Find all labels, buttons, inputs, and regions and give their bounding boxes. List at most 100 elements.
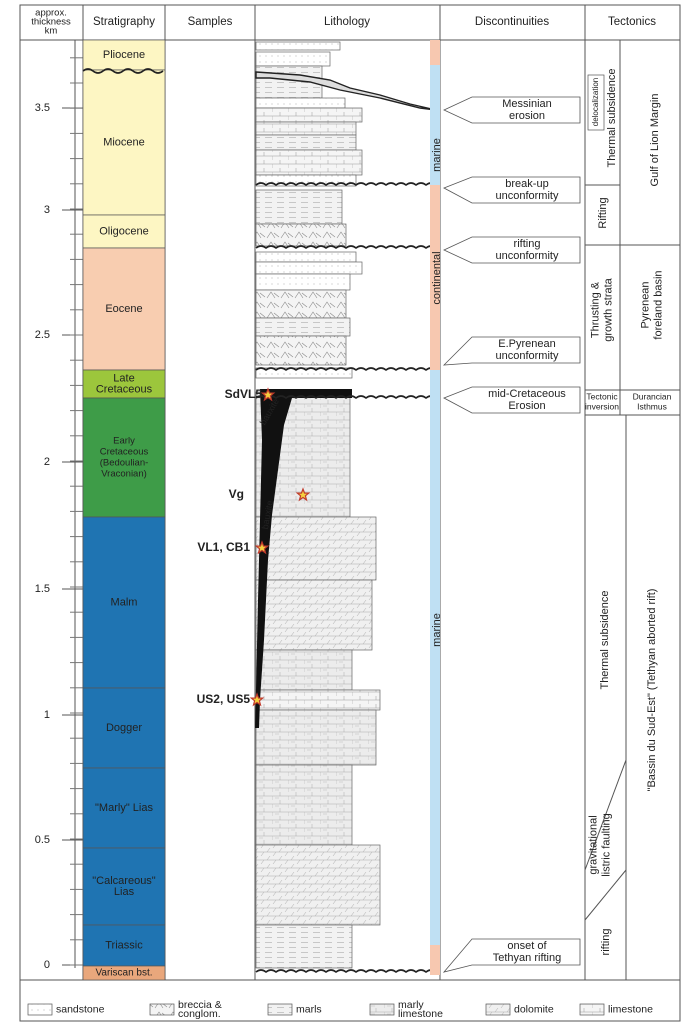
tectonic-label: Isthmus	[637, 401, 667, 411]
header-thickness: km	[45, 26, 58, 37]
stratigraphy-label: Early	[113, 436, 135, 447]
lithology-bed	[256, 925, 352, 968]
tectonic-label: rifting	[600, 929, 612, 956]
stratigraphy-label: Miocene	[103, 136, 145, 148]
lithology-bed	[256, 262, 362, 274]
legend-label: conglom.	[178, 1008, 221, 1020]
lithology-bed	[256, 845, 380, 925]
discontinuity-label: unconformity	[496, 350, 559, 362]
discontinuity-label: onset of	[507, 940, 547, 952]
axis-tick-label: 1	[44, 709, 50, 721]
sample-label: Vg	[229, 487, 244, 501]
legend-swatch	[370, 1004, 394, 1015]
lithology-bed	[256, 42, 340, 50]
axis-tick-label: 3	[44, 204, 50, 216]
lithology-bed	[256, 690, 380, 710]
legend-label: marls	[296, 1003, 322, 1015]
discontinuity-label: mid-Cretaceous	[488, 388, 566, 400]
sample-label: SdVL5	[225, 387, 263, 401]
legend-label: limestone	[398, 1008, 443, 1020]
lithology-bed	[256, 517, 376, 580]
lithology-bed	[256, 98, 345, 108]
discontinuity-label: E.Pyrenean	[498, 338, 555, 350]
tectonic-label: Rifting	[597, 197, 609, 228]
tectonic-label: Durancian	[633, 391, 672, 401]
tectonic-label: inversion	[585, 401, 619, 411]
axis-tick-label: 3.5	[35, 102, 50, 114]
discontinuity-label: Messinian	[502, 98, 552, 110]
column-header: Stratigraphy	[93, 16, 155, 28]
lithology-bed	[256, 580, 372, 650]
discontinuity-label: break-up	[505, 178, 548, 190]
tectonic-label: foreland basin	[652, 270, 664, 339]
lithology-bed	[256, 318, 350, 336]
sample-label: VL1, CB1	[197, 540, 250, 554]
lithology-bed	[256, 52, 330, 66]
discontinuity-label: erosion	[509, 110, 545, 122]
legend-swatch	[486, 1004, 510, 1015]
legend-swatch	[28, 1004, 52, 1015]
lithology-bed	[256, 224, 346, 246]
environment-band	[430, 40, 440, 65]
legend-swatch	[268, 1004, 292, 1015]
legend-swatch	[150, 1004, 174, 1015]
tectonic-label: listric faulting	[600, 813, 612, 877]
axis-tick-label: 1.5	[35, 583, 50, 595]
stratigraphy-label: Variscan bst.	[95, 968, 152, 979]
stratigraphy-label: Dogger	[106, 722, 142, 734]
column-header: Tectonics	[608, 16, 656, 28]
tectonic-label: gravitational	[587, 815, 599, 874]
legend-label: limestone	[608, 1003, 653, 1015]
lithology-bed	[256, 150, 362, 175]
discontinuity-label: unconformity	[496, 250, 559, 262]
stratigraphy-label: Lias	[114, 886, 135, 898]
lithology-bed	[256, 710, 376, 765]
stratigraphy-label: "Marly" Lias	[95, 802, 153, 814]
column-header: Lithology	[324, 16, 370, 28]
lithology-bed	[256, 274, 350, 290]
tectonic-label: Pyrenean	[639, 281, 651, 328]
legend-label: sandstone	[56, 1003, 105, 1015]
environment-band	[430, 370, 440, 945]
axis-tick-label: 0	[44, 959, 50, 971]
tectonic-label: Thrusting &	[589, 281, 601, 338]
tectonic-label: Tectonic	[586, 391, 618, 401]
lithology-bed	[256, 650, 352, 690]
stratigraphy-label: Vraconian)	[101, 469, 147, 480]
axis-tick-label: 2.5	[35, 329, 50, 341]
tectonic-label: Thermal subsidence	[606, 68, 618, 167]
sample-label: US2, US5	[197, 692, 251, 706]
legend-label: dolomite	[514, 1003, 554, 1015]
discontinuity-label: Tethyan rifting	[493, 952, 561, 964]
tectonic-label: Thermal subsidence	[599, 590, 611, 689]
stratigraphy-label: Malm	[111, 596, 138, 608]
lithology-bed	[256, 135, 356, 150]
environment-label: continental	[431, 251, 443, 304]
stratigraphy-label: Cretaceous	[100, 447, 149, 458]
tectonic-label: "Bassin du Sud-Est" (Tethyan aborted rif…	[646, 589, 658, 792]
stratigraphy-label: Triassic	[105, 939, 143, 951]
stratigraphy-label: Oligocene	[99, 225, 149, 237]
environment-band	[430, 945, 440, 975]
lithology-bed	[256, 336, 346, 365]
axis-tick-label: 2	[44, 456, 50, 468]
stratigraphy-label: (Bedoulian-	[100, 458, 149, 469]
lithology-bed	[256, 290, 346, 318]
column-header: Samples	[188, 16, 233, 28]
legend-swatch	[580, 1004, 604, 1015]
stratigraphy-label: Eocene	[105, 303, 142, 315]
lithology-bed	[256, 252, 356, 262]
lithology-bed	[256, 190, 342, 224]
column-header: Discontinuities	[475, 16, 549, 28]
stratigraphy-label: Cretaceous	[96, 383, 153, 395]
lithology-bed	[256, 765, 352, 845]
lithology-bed	[256, 122, 356, 135]
discontinuity-label: rifting	[514, 238, 541, 250]
discontinuity-label: unconformity	[496, 190, 559, 202]
environment-label: marine	[431, 138, 443, 172]
tectonic-label: growth strata	[602, 277, 614, 341]
environment-label: marine	[431, 613, 443, 647]
lithology-bed	[256, 108, 362, 122]
tectonic-label: Gulf of Lion Margin	[649, 94, 661, 187]
axis-tick-label: 0.5	[35, 834, 50, 846]
